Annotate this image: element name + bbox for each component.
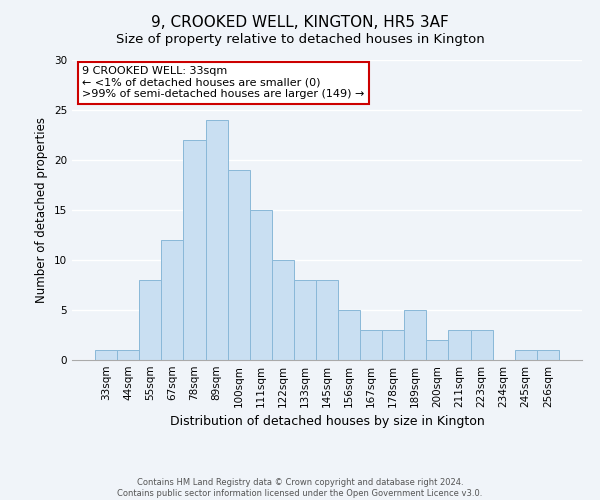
Text: 9, CROOKED WELL, KINGTON, HR5 3AF: 9, CROOKED WELL, KINGTON, HR5 3AF	[151, 15, 449, 30]
Bar	[139, 280, 161, 360]
Text: 9 CROOKED WELL: 33sqm
← <1% of detached houses are smaller (0)
>99% of semi-deta: 9 CROOKED WELL: 33sqm ← <1% of detached …	[82, 66, 365, 99]
Bar	[448, 330, 470, 360]
Bar	[206, 120, 227, 360]
Y-axis label: Number of detached properties: Number of detached properties	[35, 117, 49, 303]
Text: Size of property relative to detached houses in Kington: Size of property relative to detached ho…	[116, 32, 484, 46]
Bar	[382, 330, 404, 360]
Bar	[117, 350, 139, 360]
Bar	[316, 280, 338, 360]
Bar	[470, 330, 493, 360]
Bar	[338, 310, 360, 360]
Bar	[427, 340, 448, 360]
Text: Contains HM Land Registry data © Crown copyright and database right 2024.
Contai: Contains HM Land Registry data © Crown c…	[118, 478, 482, 498]
Bar	[272, 260, 294, 360]
Bar	[227, 170, 250, 360]
Bar	[404, 310, 427, 360]
Bar	[184, 140, 206, 360]
X-axis label: Distribution of detached houses by size in Kington: Distribution of detached houses by size …	[170, 416, 484, 428]
Bar	[515, 350, 537, 360]
Bar	[360, 330, 382, 360]
Bar	[161, 240, 184, 360]
Bar	[250, 210, 272, 360]
Bar	[537, 350, 559, 360]
Bar	[95, 350, 117, 360]
Bar	[294, 280, 316, 360]
